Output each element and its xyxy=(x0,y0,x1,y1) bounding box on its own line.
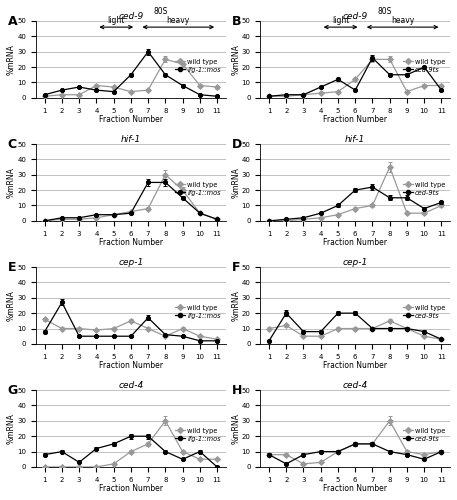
Legend: wild type, ced-9ts: wild type, ced-9ts xyxy=(402,304,447,320)
Legend: wild type, ced-9ts: wild type, ced-9ts xyxy=(402,180,447,197)
Text: light: light xyxy=(107,16,125,25)
Y-axis label: %mRNA: %mRNA xyxy=(231,413,240,444)
Y-axis label: %mRNA: %mRNA xyxy=(231,44,240,75)
Legend: wild type, ifg-1::mos: wild type, ifg-1::mos xyxy=(174,180,223,197)
Y-axis label: %mRNA: %mRNA xyxy=(7,44,16,75)
Title: ced-9: ced-9 xyxy=(343,12,368,21)
Text: E: E xyxy=(8,261,16,274)
Legend: wild type, ifg-1::mos: wild type, ifg-1::mos xyxy=(174,57,223,74)
Legend: wild type, ifg-1::mos: wild type, ifg-1::mos xyxy=(174,426,223,443)
Text: heavy: heavy xyxy=(391,16,414,25)
Title: ced-4: ced-4 xyxy=(343,381,368,390)
X-axis label: Fraction Number: Fraction Number xyxy=(99,238,163,247)
Y-axis label: %mRNA: %mRNA xyxy=(231,167,240,198)
Title: hif-1: hif-1 xyxy=(345,135,365,144)
Legend: wild type, ifg-1::mos: wild type, ifg-1::mos xyxy=(174,304,223,320)
Title: cep-1: cep-1 xyxy=(343,258,368,267)
Title: ced-9: ced-9 xyxy=(118,12,143,21)
Text: 80S: 80S xyxy=(154,8,168,16)
Title: hif-1: hif-1 xyxy=(121,135,141,144)
Text: F: F xyxy=(232,261,240,274)
Title: ced-4: ced-4 xyxy=(118,381,143,390)
Y-axis label: %mRNA: %mRNA xyxy=(7,167,16,198)
Text: C: C xyxy=(8,138,17,151)
X-axis label: Fraction Number: Fraction Number xyxy=(323,115,387,124)
Text: 80S: 80S xyxy=(378,8,393,16)
Title: cep-1: cep-1 xyxy=(118,258,143,267)
X-axis label: Fraction Number: Fraction Number xyxy=(323,238,387,247)
X-axis label: Fraction Number: Fraction Number xyxy=(99,484,163,493)
X-axis label: Fraction Number: Fraction Number xyxy=(323,484,387,493)
Text: B: B xyxy=(232,15,241,28)
Legend: wild type, ced-9ts: wild type, ced-9ts xyxy=(402,426,447,443)
X-axis label: Fraction Number: Fraction Number xyxy=(99,115,163,124)
Text: heavy: heavy xyxy=(167,16,190,25)
X-axis label: Fraction Number: Fraction Number xyxy=(323,361,387,370)
Text: H: H xyxy=(232,384,242,397)
Y-axis label: %mRNA: %mRNA xyxy=(7,413,16,444)
Text: A: A xyxy=(8,15,17,28)
X-axis label: Fraction Number: Fraction Number xyxy=(99,361,163,370)
Text: D: D xyxy=(232,138,242,151)
Legend: wild type, ced-9ts: wild type, ced-9ts xyxy=(402,57,447,74)
Y-axis label: %mRNA: %mRNA xyxy=(7,290,16,321)
Text: G: G xyxy=(8,384,18,397)
Text: light: light xyxy=(332,16,349,25)
Y-axis label: %mRNA: %mRNA xyxy=(231,290,240,321)
